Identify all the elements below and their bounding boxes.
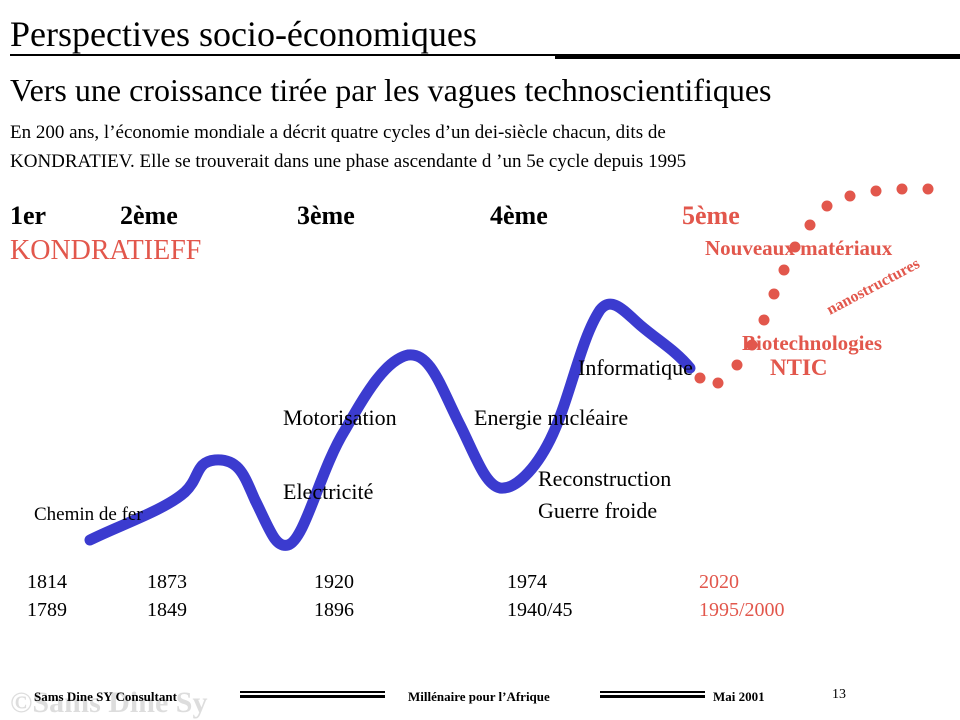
footer-rule-right [600,691,705,693]
title-rule-thick [555,56,960,59]
annotation-ntic: NTIC [770,355,828,380]
year-5-start: 1995/2000 [699,599,785,621]
historical-cycle-curve [84,298,696,551]
year-5-end: 2020 [699,571,739,593]
footer-rule-left-2 [240,695,385,698]
year-1-end: 1814 [27,571,67,593]
year-2-start: 1849 [147,599,187,621]
copyright-watermark: ©Sams Dine Sy [10,686,208,719]
annotation-electricite: Electricité [283,479,374,504]
annotation-reconstruction: Reconstruction [538,466,672,491]
year-4-start: 1940/45 [507,599,573,621]
intro-line-1: En 200 ans, l’économie mondiale a décrit… [10,122,666,143]
annotation-motorisation: Motorisation [283,405,397,430]
annotation-biotechnologies: Biotechnologies [742,331,882,355]
year-3-start: 1896 [314,599,354,621]
annotation-guerre-froide: Guerre froide [538,498,658,523]
footer-rule-left [240,691,385,693]
footer-date: Mai 2001 [713,689,765,704]
footer-author: Sams Dine SY Consultant [34,689,177,704]
annotation-energie-nucleaire: Energie nucléaire [474,405,629,430]
annotation-chemin-de-fer: Chemin de fer [34,504,143,525]
footer-title: Millénaire pour l’Afrique [408,689,550,704]
wave-1-label: 1er [10,201,47,230]
wave-4-label: 4ème [490,201,548,230]
subtitle: Vers une croissance tirée par les vagues… [10,72,772,108]
annotation-nouveaux-materiaux: Nouveaux matériaux [705,236,893,260]
kondratieff-label: KONDRATIEFF [10,235,202,266]
fifth-cycle-dotted-curve [694,183,934,389]
page-title: Perspectives socio-économiques [10,14,477,54]
intro-line-2: KONDRATIEV. Elle se trouverait dans une … [10,151,687,172]
year-3-end: 1920 [314,571,354,593]
annotation-informatique: Informatique [578,355,693,380]
wave-2-label: 2ème [120,201,178,230]
footer-rule-right-2 [600,695,705,698]
page-number: 13 [832,687,846,702]
year-1-start: 1789 [27,599,67,621]
wave-5-label: 5ème [682,201,740,230]
wave-3-label: 3ème [297,201,355,230]
year-4-end: 1974 [507,571,547,593]
title-rule [10,54,960,56]
year-2-end: 1873 [147,571,187,593]
